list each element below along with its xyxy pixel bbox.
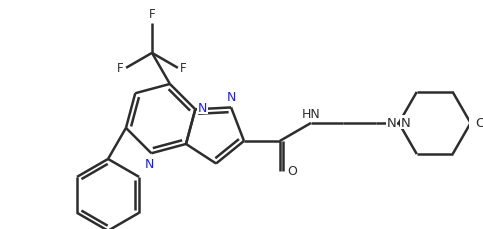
Text: N: N	[144, 157, 154, 170]
Text: F: F	[180, 62, 187, 75]
Text: F: F	[117, 62, 124, 75]
Text: HN: HN	[301, 107, 320, 120]
Text: N: N	[227, 90, 236, 103]
Text: N: N	[198, 101, 207, 114]
Text: F: F	[149, 8, 156, 21]
Text: O: O	[475, 117, 483, 130]
Text: N: N	[387, 116, 397, 129]
Text: O: O	[287, 165, 297, 177]
Text: N: N	[401, 116, 411, 129]
